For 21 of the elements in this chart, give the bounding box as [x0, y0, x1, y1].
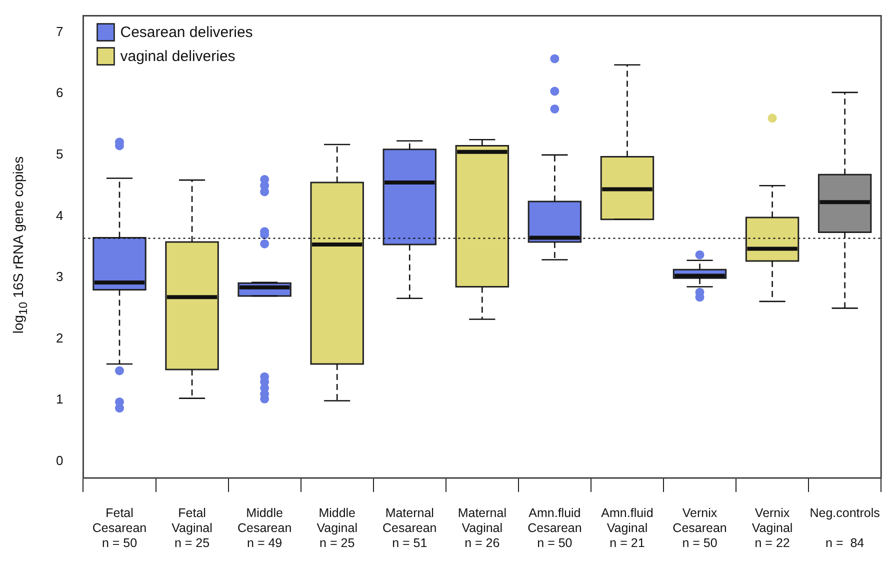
x-tick-label: Amn.fluid Vaginal n = 21	[601, 506, 654, 550]
y-tick-label: 5	[56, 146, 64, 162]
y-tick-label: 2	[56, 330, 64, 346]
y-tick-label: 4	[56, 208, 64, 223]
legend-label: vaginal deliveries	[120, 48, 236, 65]
x-tick-label: Vernix Cesarean n = 50	[672, 506, 727, 550]
x-tick-label: Amn.fluid Cesarean n = 50	[528, 506, 582, 550]
y-tick-label: 1	[56, 392, 64, 407]
x-tick-label: Maternal Cesarean n = 51	[382, 506, 437, 550]
y-tick-label: 3	[56, 269, 64, 284]
y-tick-label: 7	[56, 24, 64, 39]
y-tick-label: 0	[56, 453, 64, 468]
x-tick-label: Fetal Vaginal n = 25	[172, 506, 212, 550]
y-tick-label: 6	[56, 85, 64, 100]
legend-label: Cesarean deliveries	[120, 24, 253, 41]
x-tick-label: Fetal Cesarean n = 50	[92, 506, 147, 550]
x-tick-label: Vernix Vaginal n = 22	[752, 506, 793, 550]
x-tick-label: Maternal Vaginal n = 26	[458, 506, 506, 550]
x-tick-label: Middle Vaginal n = 25	[316, 506, 358, 550]
x-tick-label: Middle Cesarean n = 49	[237, 506, 292, 550]
category-label: Neg.controls n = 84	[810, 506, 880, 550]
